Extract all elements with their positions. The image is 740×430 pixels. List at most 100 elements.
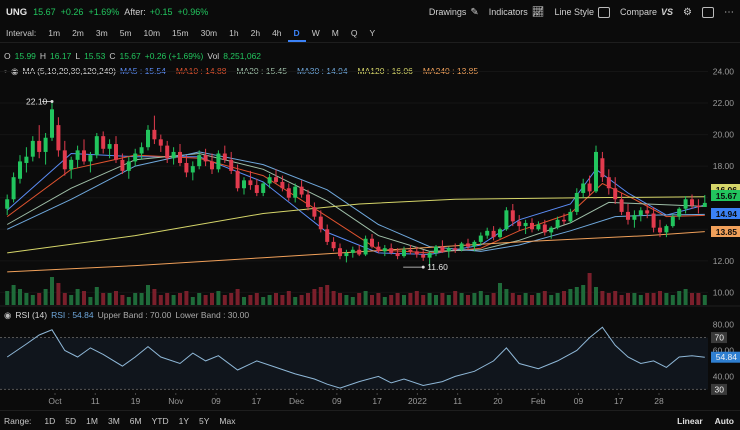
candle-body [5,199,10,209]
candle-body [184,162,189,173]
volume-bar [158,295,163,305]
candle-body [338,248,342,257]
rsi-visibility-icon[interactable]: ◉ [4,309,12,320]
volume-bar [229,293,234,305]
volume-bar [299,295,304,305]
volume-bar [146,285,150,305]
volume-bar [152,289,157,305]
annotation-dot [421,265,425,269]
interval-M[interactable]: M [331,28,339,38]
range-3M[interactable]: 3M [107,415,120,426]
interval-2m[interactable]: 2m [72,28,84,38]
range-6M[interactable]: 6M [129,415,142,426]
candle-body [491,230,496,238]
candle-body [126,161,131,171]
interval-Q[interactable]: Q [350,28,358,38]
volume-bar [446,295,451,305]
candle-body [280,181,285,189]
volume-bar [613,291,618,305]
candle-body [446,248,451,252]
range-5Y[interactable]: 5Y [199,415,210,426]
volume-bar [338,293,342,305]
line-style-icon [598,6,610,18]
open-label: O [4,51,11,61]
candle-body [171,151,176,159]
interval-5m[interactable]: 5m [119,28,132,38]
fullscreen-icon[interactable] [702,6,714,18]
volume-bar [43,289,48,305]
candle-body [216,153,221,170]
interval-1h[interactable]: 1h [229,28,239,38]
ma-line-ma240 [7,231,705,273]
scale-auto-button[interactable]: Auto [714,415,734,426]
annotation-dot [50,99,54,103]
candle-body [382,248,387,252]
volume-bar [427,293,432,305]
range-1D[interactable]: 1D [44,415,56,426]
indicators-button[interactable]: Indicators 📈︎ [489,7,545,18]
volume-bar [504,289,509,305]
ma-line-ma20 [6,152,705,252]
range-1Y[interactable]: 1Y [178,415,190,426]
range-YTD[interactable]: YTD [151,415,169,426]
interval-1m[interactable]: 1m [48,28,61,38]
volume-bar [658,291,662,305]
interval-3m[interactable]: 3m [95,28,108,38]
rsi-legend: ◉ RSI (14) RSI : 54.84 Upper Band : 70.0… [0,308,740,322]
x-tick-label: 17 [252,396,262,406]
range-label: Range: [4,415,32,426]
candle-body [165,145,170,159]
scale-linear-button[interactable]: Linear [677,415,703,426]
volume-bar [485,295,490,305]
candle-body [363,238,368,255]
line-style-button[interactable]: Line Style [554,6,610,18]
candle-body [395,252,400,257]
rsi-title[interactable]: RSI (14) [15,310,48,320]
range-1M[interactable]: 1M [86,415,98,426]
range-5D[interactable]: 5D [65,415,77,426]
candle-body [638,210,643,216]
interval-W[interactable]: W [311,28,320,38]
interval-Y[interactable]: Y [369,28,376,38]
range-Max[interactable]: Max [219,415,236,426]
interval-30m[interactable]: 30m [200,28,218,38]
interval-15m[interactable]: 15m [172,28,189,38]
candle-body [344,252,349,257]
volume-bar [459,293,464,305]
compare-button[interactable]: Compare VS [620,7,673,17]
rsi-tick-label: 40.00 [713,371,735,381]
line-style-label: Line Style [554,7,594,17]
volume-bar [664,293,669,305]
volume-bar [75,289,80,305]
candle-body [88,155,93,162]
candle-body [472,241,477,247]
volume-bar [306,293,310,305]
settings-gear-icon[interactable]: ⚙ [683,6,692,18]
volume-bar [389,295,394,305]
candle-body [466,243,470,247]
interval-D[interactable]: D [287,28,306,42]
more-icon[interactable]: ⋯ [724,6,734,18]
candle-body [581,183,586,193]
interval-bar: Interval: 1m 2m 3m 5m 10m 15m 30m 1h 2h 4h D W M Q Y [0,24,740,43]
candle-body [696,205,701,208]
interval-4h[interactable]: 4h [272,28,282,38]
volume-bar [574,287,579,305]
candle-body [370,238,374,247]
volume-bar [203,295,208,305]
x-tick-label: 17 [372,396,382,406]
volume-bar [94,287,99,305]
candle-body [606,177,611,189]
volume-bar [190,297,195,305]
volume-bar [133,293,138,305]
x-tick-label: Nov [168,396,184,406]
volume-bar [702,295,707,305]
symbol[interactable]: UNG [6,6,28,18]
interval-2h[interactable]: 2h [250,28,261,38]
ma-visibility-icon[interactable]: ◉ [11,65,19,76]
drawings-button[interactable]: Drawings ✎ [429,7,479,18]
volume-bar [606,293,611,305]
interval-10m[interactable]: 10m [143,28,161,38]
indicators-label: Indicators [488,7,528,17]
